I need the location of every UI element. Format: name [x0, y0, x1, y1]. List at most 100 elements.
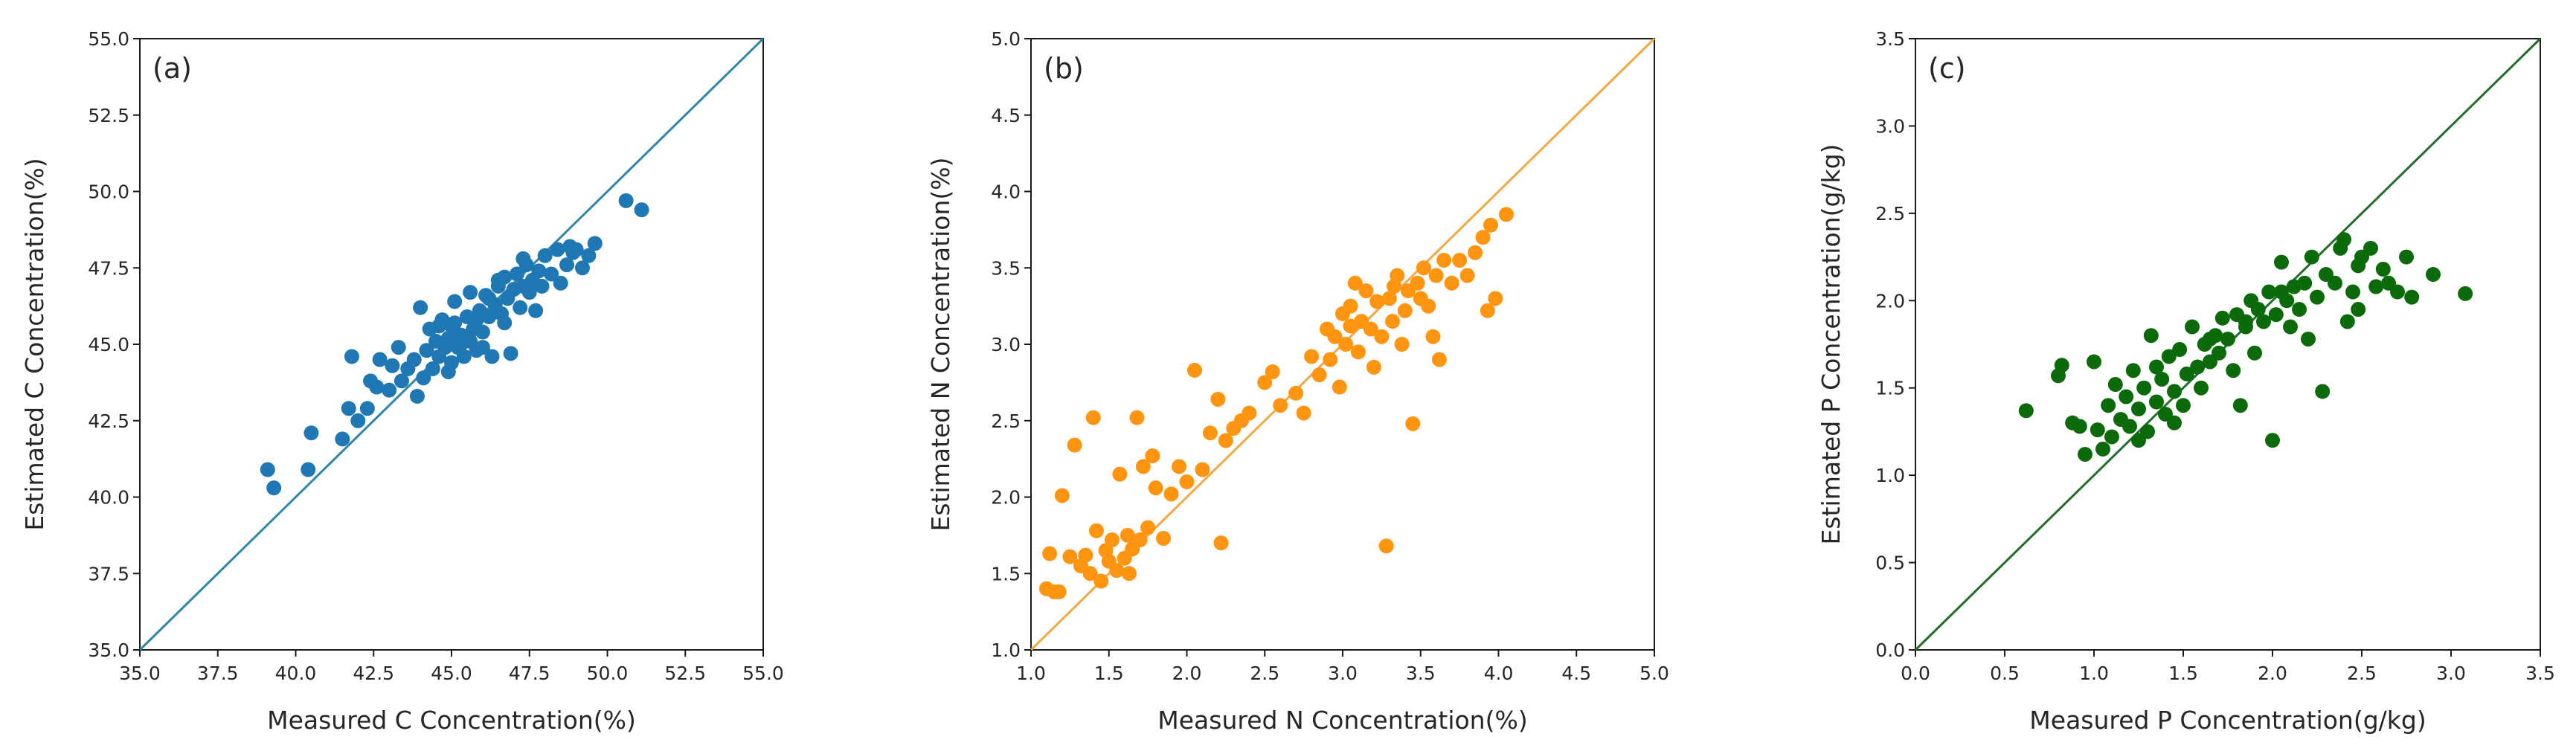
- data-point: [447, 315, 463, 331]
- data-point: [382, 382, 397, 398]
- data-point: [2154, 371, 2170, 387]
- y-tick-label: 2.0: [991, 487, 1021, 509]
- y-tick-label: 3.0: [991, 334, 1021, 355]
- data-point: [469, 312, 484, 328]
- data-point: [1202, 425, 1218, 441]
- data-point: [2095, 441, 2110, 457]
- data-point: [1109, 563, 1125, 579]
- data-point: [1444, 275, 1459, 291]
- x-tick-label: 4.5: [1561, 663, 1591, 684]
- x-tick-label: 2.0: [2258, 663, 2287, 684]
- y-tick-label: 5.0: [991, 28, 1021, 50]
- data-point: [344, 349, 359, 364]
- data-point: [2368, 279, 2384, 294]
- data-point: [1179, 474, 1195, 489]
- data-point: [1452, 252, 1468, 268]
- x-tick-label: 3.0: [2436, 663, 2466, 684]
- data-point: [1088, 523, 1104, 538]
- data-point: [1488, 291, 1503, 306]
- data-point: [2404, 289, 2420, 305]
- data-point: [2399, 249, 2414, 265]
- data-point: [1296, 405, 1311, 421]
- data-point: [2179, 366, 2194, 381]
- y-tick-label: 0.5: [1875, 552, 1905, 574]
- data-point: [1085, 410, 1101, 425]
- data-point: [475, 324, 490, 340]
- data-point: [1350, 344, 1366, 360]
- data-point: [2072, 419, 2087, 434]
- data-point: [1421, 298, 1436, 314]
- data-point: [1163, 486, 1179, 502]
- data-point: [1140, 520, 1156, 535]
- data-point: [2315, 384, 2331, 399]
- data-point: [2363, 240, 2378, 256]
- data-point: [2247, 345, 2262, 361]
- data-point: [1405, 416, 1421, 431]
- x-tick-label: 2.0: [1172, 663, 1202, 684]
- data-point: [2232, 398, 2248, 413]
- x-tick-label: 47.5: [509, 663, 550, 684]
- data-point: [453, 337, 469, 352]
- x-tick-label: 1.5: [1094, 663, 1124, 684]
- data-point: [1431, 352, 1447, 367]
- panel-label: (a): [152, 52, 192, 85]
- data-point: [1093, 573, 1109, 589]
- data-points: [260, 193, 649, 496]
- data-point: [2336, 232, 2351, 248]
- data-point: [2268, 307, 2284, 323]
- data-point: [2212, 345, 2226, 361]
- data-point: [2250, 302, 2266, 318]
- data-point: [1332, 379, 1347, 395]
- data-point: [2107, 377, 2123, 393]
- y-tick-label: 50.0: [88, 181, 129, 203]
- data-point: [550, 242, 565, 257]
- x-tick-label: 50.0: [587, 663, 629, 684]
- data-point: [2328, 275, 2342, 291]
- x-tick-label: 0.5: [1990, 663, 2020, 684]
- data-point: [484, 349, 500, 364]
- data-point: [1042, 546, 1058, 561]
- data-point: [440, 330, 456, 346]
- data-point: [391, 340, 406, 355]
- data-point: [2149, 359, 2164, 375]
- data-point: [1343, 318, 1358, 334]
- data-point: [1218, 433, 1233, 448]
- data-point: [2339, 314, 2355, 329]
- data-point: [440, 364, 456, 379]
- y-tick-label: 1.5: [1875, 378, 1905, 399]
- x-tick-label: 1.5: [2168, 663, 2198, 684]
- data-point: [363, 373, 379, 389]
- y-tick-label: 52.5: [88, 105, 129, 126]
- data-point: [2351, 302, 2366, 318]
- data-point: [1172, 459, 1187, 474]
- data-point: [1459, 268, 1475, 283]
- data-point: [1273, 398, 1288, 413]
- data-point: [1394, 337, 1410, 352]
- y-tick-label: 1.0: [1875, 465, 1905, 486]
- data-point: [2345, 284, 2360, 300]
- data-point: [1358, 283, 1374, 299]
- data-point: [1498, 207, 1514, 222]
- y-tick-label: 2.5: [1875, 203, 1905, 225]
- data-point: [1425, 329, 1441, 344]
- data-point: [1304, 349, 1320, 364]
- data-point: [341, 401, 356, 416]
- data-point: [463, 285, 478, 300]
- data-point: [350, 413, 366, 428]
- data-point: [456, 349, 472, 364]
- data-point: [260, 462, 275, 477]
- data-point: [521, 285, 537, 300]
- data-point: [2283, 319, 2298, 335]
- y-tick-label: 1.0: [991, 639, 1021, 661]
- data-point: [1242, 405, 1257, 421]
- data-point: [2119, 389, 2134, 405]
- data-point: [2203, 331, 2217, 347]
- data-point: [1363, 321, 1378, 337]
- x-tick-label: 3.0: [1328, 663, 1358, 684]
- data-point: [335, 431, 350, 447]
- data-point: [2149, 394, 2164, 410]
- data-point: [266, 480, 282, 496]
- data-point: [413, 300, 428, 315]
- data-point: [2458, 286, 2473, 301]
- data-point: [2265, 433, 2280, 448]
